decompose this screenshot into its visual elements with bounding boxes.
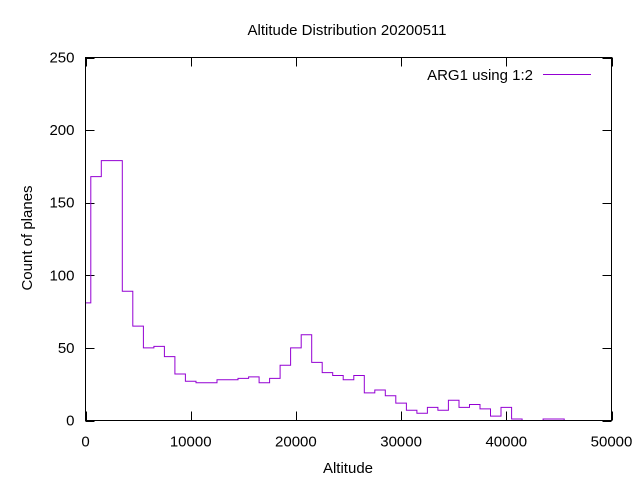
y-tick-label: 100	[49, 267, 74, 284]
x-axis-title: Altitude	[323, 460, 373, 477]
y-tick-label: 200	[49, 122, 74, 139]
x-tick-label: 0	[81, 434, 89, 451]
x-tick-label: 30000	[380, 434, 422, 451]
y-tick-label: 0	[66, 413, 74, 430]
x-tick-label: 50000	[591, 434, 633, 451]
x-tick-label: 10000	[170, 434, 212, 451]
series-step-line	[85, 160, 565, 421]
x-tick-label: 20000	[275, 434, 317, 451]
chart-title: Altitude Distribution 20200511	[247, 22, 446, 39]
y-tick-label: 250	[49, 50, 74, 67]
y-tick-label: 150	[49, 195, 74, 212]
tick-labels: 0 10000 20000 30000 40000 50000 0 50 100 150 200 25…	[49, 50, 632, 451]
x-tick-label: 40000	[485, 434, 527, 451]
y-axis-title: Count of planes	[19, 185, 36, 290]
axis-ticks	[85, 57, 613, 422]
legend-label: ARG1 using 1:2	[427, 67, 533, 84]
plot-border	[85, 57, 612, 421]
legend: ARG1 using 1:2	[427, 67, 591, 84]
y-tick-label: 50	[58, 340, 75, 357]
